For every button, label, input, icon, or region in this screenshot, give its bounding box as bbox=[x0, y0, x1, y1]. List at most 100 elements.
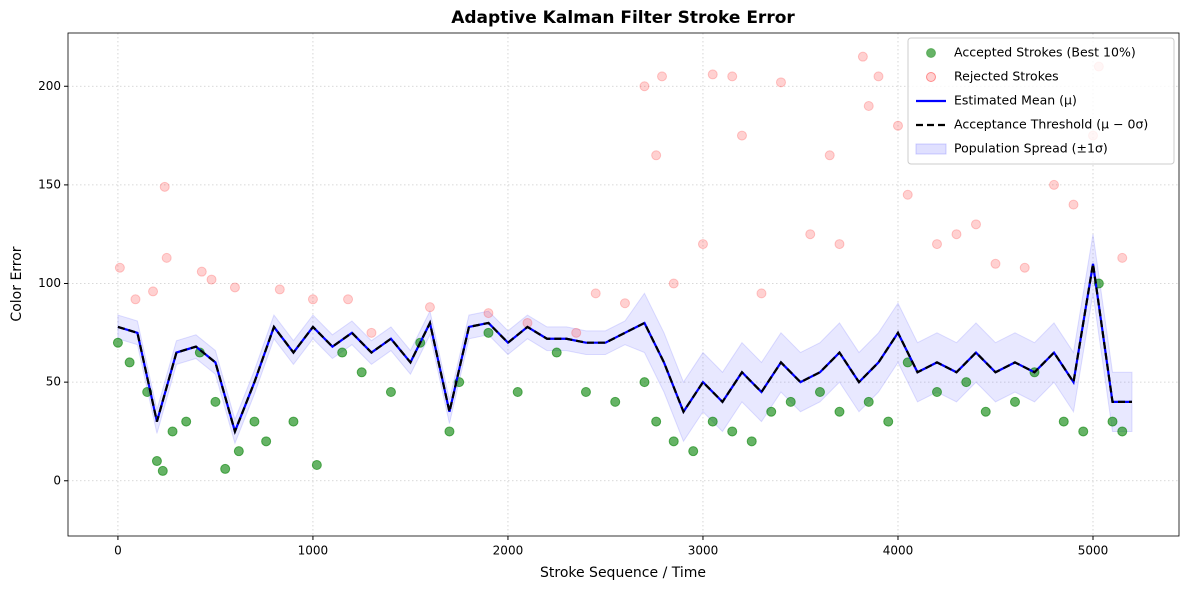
legend-label: Population Spread (±1σ) bbox=[954, 141, 1108, 156]
point bbox=[639, 81, 650, 92]
legend-label: Estimated Mean (μ) bbox=[954, 93, 1077, 108]
point bbox=[697, 239, 708, 250]
point bbox=[980, 406, 991, 417]
point bbox=[951, 229, 962, 240]
point bbox=[902, 189, 913, 200]
y-axis-label: Color Error bbox=[9, 246, 25, 321]
point bbox=[1048, 179, 1059, 190]
point bbox=[727, 71, 738, 82]
point bbox=[167, 426, 178, 437]
point bbox=[746, 436, 757, 447]
x-axis-label: Stroke Sequence / Time bbox=[540, 565, 706, 581]
point bbox=[756, 288, 767, 299]
point bbox=[651, 416, 662, 427]
point bbox=[148, 286, 159, 297]
point bbox=[931, 387, 942, 398]
point bbox=[220, 463, 231, 474]
point bbox=[863, 100, 874, 111]
point bbox=[1117, 426, 1128, 437]
y-tick-label: 100 bbox=[38, 276, 61, 290]
legend-label: Acceptance Threshold (μ − 0σ) bbox=[954, 117, 1148, 132]
point bbox=[151, 456, 162, 467]
point bbox=[990, 258, 1001, 269]
point bbox=[970, 219, 981, 230]
point bbox=[261, 436, 272, 447]
point bbox=[249, 416, 260, 427]
point bbox=[580, 387, 591, 398]
point bbox=[651, 150, 662, 161]
point bbox=[307, 294, 318, 305]
point bbox=[736, 130, 747, 141]
point bbox=[356, 367, 367, 378]
point bbox=[424, 302, 435, 313]
point bbox=[229, 282, 240, 293]
point bbox=[1078, 426, 1089, 437]
x-tick-label: 3000 bbox=[688, 544, 719, 558]
point bbox=[337, 347, 348, 358]
point bbox=[590, 288, 601, 299]
point bbox=[210, 396, 221, 407]
y-tick-label: 50 bbox=[46, 375, 61, 389]
point bbox=[766, 406, 777, 417]
point bbox=[483, 308, 494, 319]
legend-marker bbox=[915, 143, 947, 155]
point bbox=[274, 284, 285, 295]
point bbox=[805, 229, 816, 240]
point bbox=[863, 396, 874, 407]
point bbox=[961, 377, 972, 388]
point bbox=[124, 357, 135, 368]
point bbox=[824, 150, 835, 161]
legend-label: Accepted Strokes (Best 10%) bbox=[954, 45, 1136, 60]
y-tick-label: 200 bbox=[38, 79, 61, 93]
point bbox=[834, 239, 845, 250]
legend: Accepted Strokes (Best 10%) Rejected Stro… bbox=[907, 37, 1175, 165]
point bbox=[1107, 416, 1118, 427]
x-tick-label: 5000 bbox=[1078, 544, 1109, 558]
point bbox=[1019, 262, 1030, 273]
point bbox=[181, 416, 192, 427]
plot-area bbox=[112, 51, 1133, 476]
point bbox=[1009, 396, 1020, 407]
x-tick-label: 2000 bbox=[493, 544, 524, 558]
point bbox=[707, 69, 718, 80]
point bbox=[857, 51, 868, 62]
x-tick-label: 1000 bbox=[298, 544, 329, 558]
point bbox=[785, 396, 796, 407]
point bbox=[668, 278, 679, 289]
spread-band bbox=[117, 234, 1133, 445]
legend-box bbox=[907, 37, 1175, 165]
point bbox=[892, 120, 903, 131]
legend-marker bbox=[926, 48, 936, 58]
point bbox=[159, 181, 170, 192]
point bbox=[668, 436, 679, 447]
point bbox=[931, 239, 942, 250]
point bbox=[707, 416, 718, 427]
point bbox=[571, 327, 582, 338]
point bbox=[112, 337, 123, 348]
point bbox=[130, 294, 141, 305]
point bbox=[873, 71, 884, 82]
point bbox=[727, 426, 738, 437]
x-tick-label: 0 bbox=[114, 544, 122, 558]
y-tick-label: 0 bbox=[53, 473, 61, 487]
plot-frame bbox=[67, 32, 1180, 537]
point bbox=[639, 377, 650, 388]
x-tick-label: 4000 bbox=[883, 544, 914, 558]
legend-marker bbox=[926, 72, 936, 82]
point bbox=[157, 465, 168, 476]
point bbox=[483, 327, 494, 338]
point bbox=[114, 262, 125, 273]
chart-title: Adaptive Kalman Filter Stroke Error bbox=[451, 8, 795, 28]
line bbox=[117, 263, 1132, 435]
point bbox=[1058, 416, 1069, 427]
point bbox=[883, 416, 894, 427]
legend-label: Rejected Strokes bbox=[954, 69, 1059, 84]
point bbox=[343, 294, 354, 305]
point bbox=[619, 298, 630, 309]
point bbox=[161, 252, 172, 263]
point bbox=[657, 71, 668, 82]
point bbox=[1068, 199, 1079, 210]
point bbox=[834, 406, 845, 417]
